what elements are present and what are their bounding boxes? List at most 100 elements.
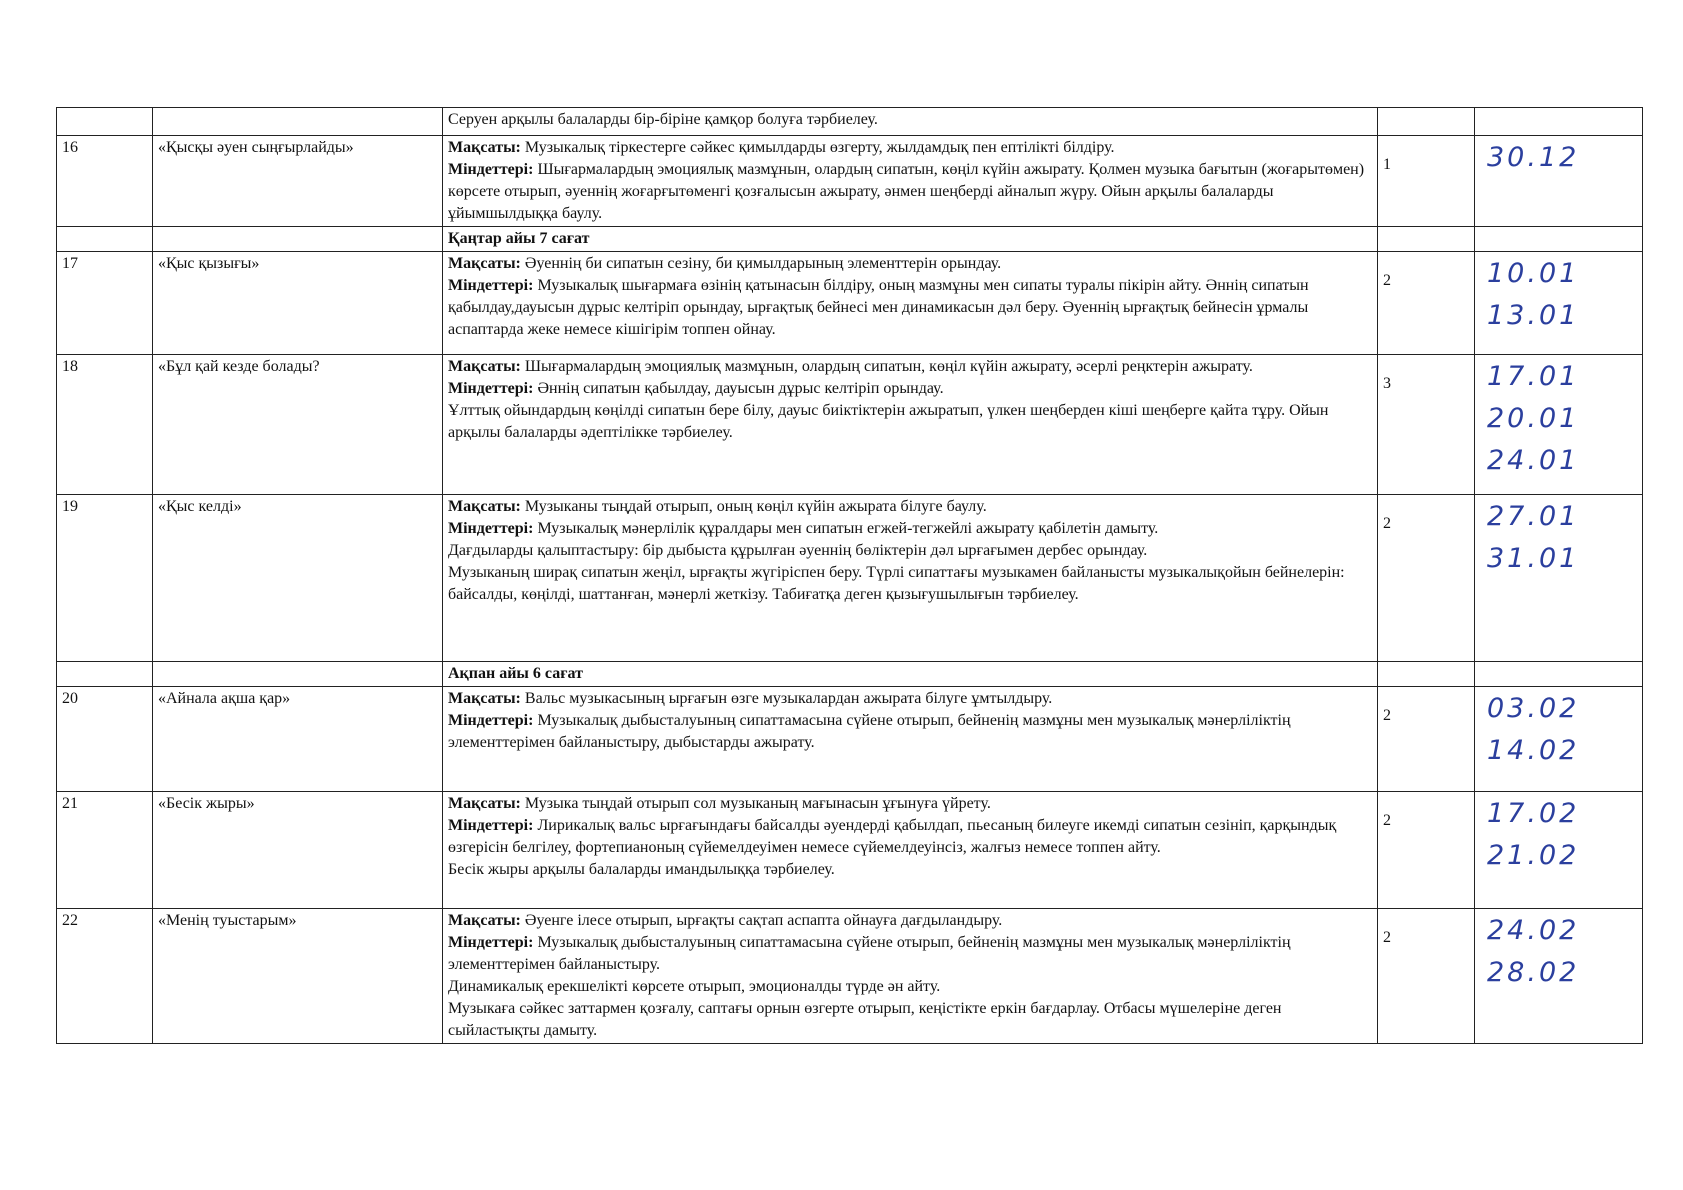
lesson-title: «Бұл қай кезде болады? — [152, 354, 443, 495]
content-text: Музыкалық мәнерлілік құралдары мен сипат… — [533, 520, 1159, 537]
content-label: Мақсаты: — [448, 912, 521, 929]
lesson-dates: 30.12 — [1474, 135, 1643, 227]
lesson-dates: 03.02 14.02 — [1474, 686, 1643, 792]
content-text: Серуен арқылы балаларды бір-біріне қамқо… — [448, 111, 878, 128]
content-line: Мақсаты: Музыканы тыңдай отырып, оның кө… — [448, 496, 1372, 518]
content-text: Музыкаға сәйкес заттармен қозғалу, сапта… — [448, 1000, 1282, 1039]
content-label: Міндеттері: — [448, 380, 534, 397]
lesson-hours: 2 — [1377, 791, 1475, 909]
content-text: Әннің сипатын қабылдау, дауысын дұрыс ке… — [533, 380, 944, 397]
content-line: Міндеттері: Музыкалық дыбысталуының сипа… — [448, 932, 1372, 976]
content-label: Міндеттері: — [448, 934, 534, 951]
lesson-dates: 17.01 20.01 24.01 — [1474, 354, 1643, 495]
lesson-number: 18 — [56, 354, 153, 495]
lesson-dates: 27.01 31.01 — [1474, 494, 1643, 662]
lesson-hours: 2 — [1377, 686, 1475, 792]
handwritten-date: 30.12 — [1487, 142, 1580, 173]
month-header-row: Қаңтар айы 7 сағат — [56, 226, 1643, 252]
lesson-content: Мақсаты: Музыка тыңдай отырып сол музыка… — [442, 791, 1378, 909]
lesson-number — [56, 107, 153, 136]
lesson-dates — [1474, 107, 1643, 136]
lesson-title: «Айнала ақша қар» — [152, 686, 443, 792]
lesson-content: Мақсаты: Әуенге ілесе отырып, ырғақты са… — [442, 908, 1378, 1044]
lesson-title: «Қыс қызығы» — [152, 251, 443, 355]
lesson-number: 17 — [56, 251, 153, 355]
content-text: Динамикалық ерекшелікті көрсете отырып, … — [448, 978, 941, 995]
content-line: Міндеттері: Музыкалық шығармаға өзінің қ… — [448, 275, 1372, 341]
content-line: Мақсаты: Вальс музыкасының ырғағын өзге … — [448, 688, 1372, 710]
lesson-hours: 3 — [1377, 354, 1475, 495]
content-text: Бесік жыры арқылы балаларды имандылыққа … — [448, 861, 835, 878]
handwritten-date: 13.01 — [1487, 300, 1580, 331]
content-label: Міндеттері: — [448, 161, 534, 178]
content-line: Бесік жыры арқылы балаларды имандылыққа … — [448, 859, 1372, 881]
lesson-row: Серуен арқылы балаларды бір-біріне қамқо… — [56, 107, 1643, 136]
content-text: Вальс музыкасының ырғағын өзге музыкалар… — [520, 690, 1053, 707]
lesson-hours — [1377, 107, 1475, 136]
lesson-row: 22 «Менің туыстарым» Мақсаты: Әуенге ілесе… — [56, 908, 1643, 1044]
content-text: Ұлттық ойындардың көңілді сипатын бере б… — [448, 402, 1329, 441]
handwritten-date: 17.02 — [1487, 798, 1580, 829]
content-text: Музыканы тыңдай отырып, оның көңіл күйін… — [520, 498, 987, 515]
title-cell — [152, 226, 443, 252]
lesson-dates: 24.02 28.02 — [1474, 908, 1643, 1044]
content-text: Музыкалық дыбысталуының сипаттамасына сү… — [448, 712, 1291, 751]
content-line: Міндеттері: Әннің сипатын қабылдау, дауы… — [448, 378, 1372, 400]
handwritten-date: 14.02 — [1487, 735, 1580, 766]
content-label: Мақсаты: — [448, 498, 521, 515]
lesson-row: 21 «Бесік жыры» Мақсаты: Музыка тыңдай оты… — [56, 791, 1643, 909]
content-line: Мақсаты: Әуенге ілесе отырып, ырғақты са… — [448, 910, 1372, 932]
content-line: Серуен арқылы балаларды бір-біріне қамқо… — [448, 109, 1372, 131]
title-cell — [152, 661, 443, 687]
content-text: Шығармалардың эмоциялық мазмұнын, оларды… — [448, 161, 1365, 222]
content-line: Мақсаты: Әуеннің би сипатын сезіну, би қ… — [448, 253, 1372, 275]
month-header-row: Ақпан айы 6 сағат — [56, 661, 1643, 687]
lesson-content: Мақсаты: Вальс музыкасының ырғағын өзге … — [442, 686, 1378, 792]
content-text: Шығармалардың эмоциялық мазмұнын, оларды… — [520, 358, 1253, 375]
lesson-content: Мақсаты: Шығармалардың эмоциялық мазмұны… — [442, 354, 1378, 495]
num-cell — [56, 226, 153, 252]
content-line: Міндеттері: Музыкалық мәнерлілік құралда… — [448, 518, 1372, 540]
lesson-title: «Бесік жыры» — [152, 791, 443, 909]
lesson-dates: 17.02 21.02 — [1474, 791, 1643, 909]
content-text: Музыкалық дыбысталуының сипаттамасына сү… — [448, 934, 1291, 973]
lesson-row: 17 «Қыс қызығы» Мақсаты: Әуеннің би сипаты… — [56, 251, 1643, 355]
lesson-row: 19 «Қыс келді» Мақсаты: Музыканы тыңдай от… — [56, 494, 1643, 662]
content-line: Міндеттері: Лирикалық вальс ырғағындағы … — [448, 815, 1372, 859]
content-label: Міндеттері: — [448, 520, 534, 537]
handwritten-date: 28.02 — [1487, 957, 1580, 988]
lesson-number: 21 — [56, 791, 153, 909]
content-label: Міндеттері: — [448, 817, 534, 834]
lesson-number: 16 — [56, 135, 153, 227]
handwritten-date: 24.01 — [1487, 445, 1580, 476]
content-line: Музыканың ширақ сипатын жеңіл, ырғақты ж… — [448, 562, 1372, 606]
content-text: Дағдыларды қалыптастыру: бір дыбыста құр… — [448, 542, 1148, 559]
lesson-hours: 2 — [1377, 908, 1475, 1044]
handwritten-date: 24.02 — [1487, 915, 1580, 946]
content-label: Мақсаты: — [448, 139, 521, 156]
lesson-dates: 10.01 13.01 — [1474, 251, 1643, 355]
lesson-number: 20 — [56, 686, 153, 792]
handwritten-date: 03.02 — [1487, 693, 1580, 724]
content-text: Әуенге ілесе отырып, ырғақты сақтап аспа… — [520, 912, 1003, 929]
content-text: Музыкалық тіркестерге сәйкес қимылдарды … — [520, 139, 1115, 156]
handwritten-date: 27.01 — [1487, 501, 1580, 532]
lesson-content: Мақсаты: Музыкалық тіркестерге сәйкес қи… — [442, 135, 1378, 227]
content-line: Міндеттері: Музыкалық дыбысталуының сипа… — [448, 710, 1372, 754]
content-line: Мақсаты: Музыкалық тіркестерге сәйкес қи… — [448, 137, 1372, 159]
month-label: Ақпан айы 6 сағат — [442, 661, 1378, 687]
content-label: Мақсаты: — [448, 690, 521, 707]
handwritten-date: 31.01 — [1487, 543, 1580, 574]
lesson-title: «Қысқы әуен сыңғырлайды» — [152, 135, 443, 227]
lesson-content: Серуен арқылы балаларды бір-біріне қамқо… — [442, 107, 1378, 136]
lesson-number: 19 — [56, 494, 153, 662]
lesson-hours: 2 — [1377, 251, 1475, 355]
content-line: Мақсаты: Шығармалардың эмоциялық мазмұны… — [448, 356, 1372, 378]
dates-cell — [1474, 661, 1643, 687]
content-text: Музыканың ширақ сипатын жеңіл, ырғақты ж… — [448, 564, 1345, 603]
dates-cell — [1474, 226, 1643, 252]
content-line: Мақсаты: Музыка тыңдай отырып сол музыка… — [448, 793, 1372, 815]
content-line: Ұлттық ойындардың көңілді сипатын бере б… — [448, 400, 1372, 444]
handwritten-date: 17.01 — [1487, 361, 1580, 392]
lesson-plan-table: Серуен арқылы балаларды бір-біріне қамқо… — [56, 107, 1643, 1044]
